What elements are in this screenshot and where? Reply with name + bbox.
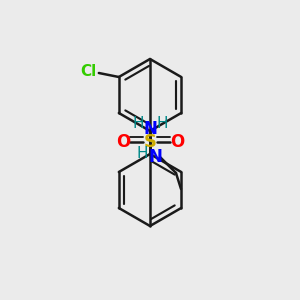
Text: O: O [116, 133, 130, 151]
Text: H: H [132, 116, 144, 131]
Text: O: O [170, 133, 184, 151]
Text: H: H [156, 116, 168, 131]
Text: N: N [148, 148, 162, 166]
Text: S: S [143, 133, 157, 151]
Text: H: H [136, 146, 148, 160]
Text: N: N [143, 120, 157, 138]
Text: Cl: Cl [81, 64, 97, 79]
